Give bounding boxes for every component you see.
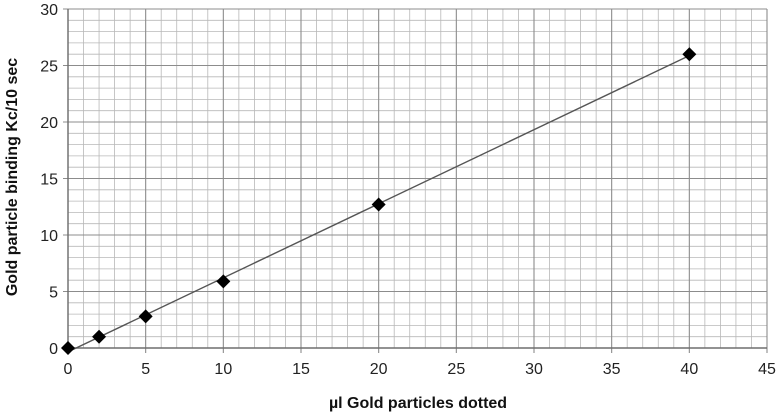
x-axis-title: µl Gold particles dotted [329,395,507,412]
y-tick-label: 15 [40,172,58,189]
x-tick-label: 45 [758,361,776,378]
data-point-marker [61,341,75,355]
x-tick-label: 40 [680,361,698,378]
y-tick-label: 25 [40,59,58,76]
data-point-marker [371,197,386,212]
x-tick-label: 0 [64,361,73,378]
y-tick-labels: 0 5 10 15 20 25 30 [40,2,58,358]
axes [67,9,767,349]
x-tick-label: 20 [370,361,388,378]
y-tick-label: 30 [40,2,58,19]
data-point-marker [682,47,697,62]
x-tick-label: 35 [603,361,621,378]
y-tick-label: 10 [40,228,58,245]
x-tick-label: 5 [141,361,150,378]
major-gridlines [63,8,768,353]
data-point-marker [216,274,231,289]
x-tick-label: 25 [447,361,465,378]
x-tick-labels: 0 5 10 15 20 25 30 35 40 45 [64,361,776,378]
data-point-marker [138,309,153,324]
data-points [61,47,697,355]
x-tick-label: 30 [525,361,543,378]
x-tick-label: 10 [214,361,232,378]
y-tick-label: 0 [49,341,58,358]
x-tick-label: 15 [292,361,310,378]
y-axis-title: Gold particle binding Kc/10 sec [4,58,21,296]
data-point-marker [92,329,107,344]
y-tick-label: 5 [49,285,58,302]
y-tick-label: 20 [40,115,58,132]
